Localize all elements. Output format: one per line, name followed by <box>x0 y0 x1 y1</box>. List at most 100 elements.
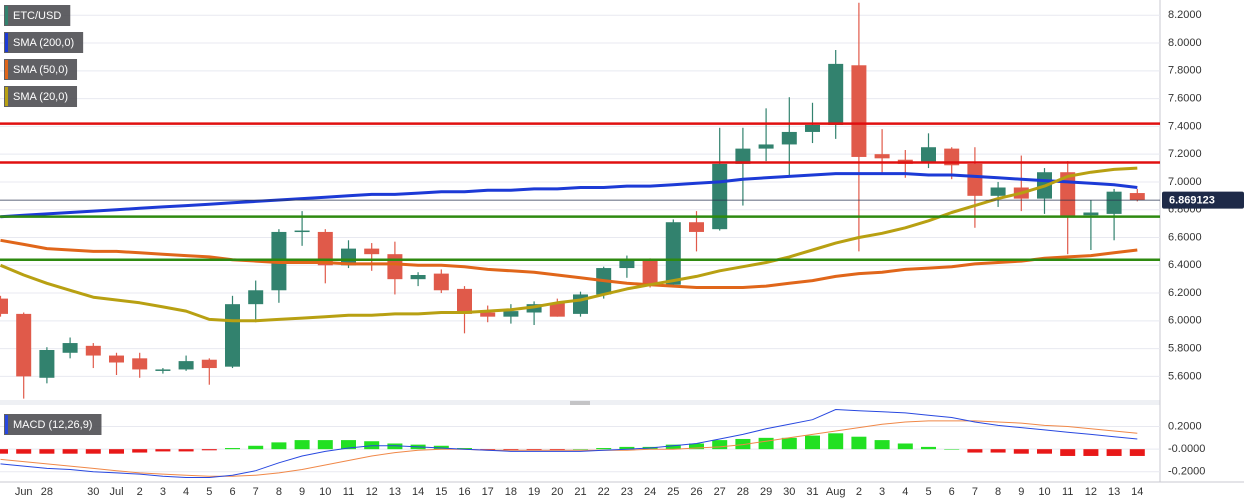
x-tick-label: 8 <box>276 486 282 498</box>
histogram-bar <box>39 449 55 454</box>
x-tick-label: 31 <box>806 486 818 498</box>
x-tick-label: 2 <box>137 486 143 498</box>
histogram-bar <box>573 449 588 450</box>
histogram-bar <box>341 440 356 450</box>
candle-body <box>410 275 426 280</box>
candle-body <box>990 187 1006 196</box>
x-tick-label: 9 <box>1018 486 1024 498</box>
candle-body <box>503 311 519 317</box>
grid-layer <box>0 14 1160 473</box>
candle-body <box>85 345 101 356</box>
histogram-bar <box>248 445 264 450</box>
histogram-bar <box>387 443 403 450</box>
x-tick-label: Jul <box>109 486 123 498</box>
marks-layer <box>0 2 1160 478</box>
histogram-bar <box>735 438 751 450</box>
legend-box <box>4 86 78 107</box>
histogram-bar <box>526 449 542 451</box>
x-tick-label: Jun <box>15 486 33 498</box>
histogram-bar <box>712 440 728 450</box>
x-tick-label: 15 <box>435 486 447 498</box>
y-tick-label: 5.8000 <box>1168 343 1202 355</box>
histogram-bar <box>874 440 890 450</box>
candle-body <box>1106 191 1122 214</box>
x-tick-label: 21 <box>574 486 586 498</box>
legend-swatch <box>5 87 8 106</box>
candle-body <box>433 273 449 291</box>
histogram-bar <box>1083 449 1099 456</box>
candle-body <box>828 63 844 125</box>
x-tick-label: 4 <box>183 486 189 498</box>
legend-label: ETC/USD <box>13 10 61 22</box>
legend-box <box>4 414 102 435</box>
histogram-bar <box>1106 449 1122 456</box>
legend-swatch <box>5 60 8 79</box>
candle-body <box>619 259 635 269</box>
legend-item: SMA (20,0) <box>4 86 78 107</box>
y-tick-label: 6.4000 <box>1168 259 1202 271</box>
x-tick-label: 7 <box>253 486 259 498</box>
x-tick-label: 25 <box>667 486 679 498</box>
histogram-bar <box>665 444 681 450</box>
histogram-bar <box>851 436 867 450</box>
histogram-bar <box>132 449 148 453</box>
histogram-bar <box>944 449 960 450</box>
x-tick-label: 26 <box>690 486 702 498</box>
x-tick-label: 11 <box>1062 486 1073 498</box>
x-tick-label: 13 <box>389 486 401 498</box>
x-tick-label: 10 <box>1038 486 1050 498</box>
legend-swatch <box>5 33 8 52</box>
x-tick-label: 6 <box>229 486 235 498</box>
candle-body <box>967 163 983 196</box>
y-tick-label: -0.2000 <box>1168 466 1205 478</box>
candle-body <box>735 148 751 164</box>
candle-body <box>0 298 8 314</box>
x-tick-label: 19 <box>528 486 540 498</box>
candle-body <box>248 290 264 305</box>
histogram-bar <box>1037 449 1052 454</box>
histogram-bar <box>967 449 983 453</box>
macd-line <box>0 408 1138 478</box>
x-tick-label: 16 <box>458 486 470 498</box>
x-tick-label: 9 <box>299 486 305 498</box>
candle-body <box>1129 193 1145 201</box>
histogram-bar <box>457 448 472 450</box>
y-tick-label: 7.8000 <box>1168 65 1202 77</box>
last-price-box <box>1162 191 1244 209</box>
signal-line <box>0 420 1138 477</box>
histogram-bar <box>271 442 287 450</box>
x-tick-label: 14 <box>412 486 424 498</box>
histogram-bar <box>689 443 704 450</box>
candle-body <box>364 248 380 255</box>
x-tick-label: 5 <box>206 486 212 498</box>
legend-box <box>4 59 78 80</box>
candle-body <box>921 147 936 163</box>
y-tick-label: 6.2000 <box>1168 287 1202 299</box>
candle-body <box>944 148 960 166</box>
x-tick-label: Aug <box>826 486 846 498</box>
candle-body <box>16 313 32 377</box>
legend-item: SMA (50,0) <box>4 59 78 80</box>
legend-label: MACD (12,26,9) <box>13 419 92 431</box>
histogram-bar <box>364 441 380 450</box>
x-tick-label: 30 <box>87 486 99 498</box>
x-tick-label: 20 <box>551 486 563 498</box>
x-tick-label: 3 <box>879 486 885 498</box>
candle-body <box>758 144 774 149</box>
y-tick-label: 7.6000 <box>1168 93 1202 105</box>
histogram-bar <box>225 448 240 450</box>
x-tick-label: 27 <box>714 486 726 498</box>
histogram-bar <box>758 437 774 450</box>
x-tick-label: 18 <box>505 486 517 498</box>
legend-swatch <box>5 415 8 434</box>
candle-body <box>225 304 240 367</box>
candle-body <box>155 369 171 371</box>
legend-item: ETC/USD <box>4 5 71 26</box>
candle-body <box>689 222 704 232</box>
histogram-bar <box>897 443 913 450</box>
histogram-bar <box>619 446 635 450</box>
candle-body <box>665 222 681 285</box>
histogram-bar <box>16 449 32 454</box>
